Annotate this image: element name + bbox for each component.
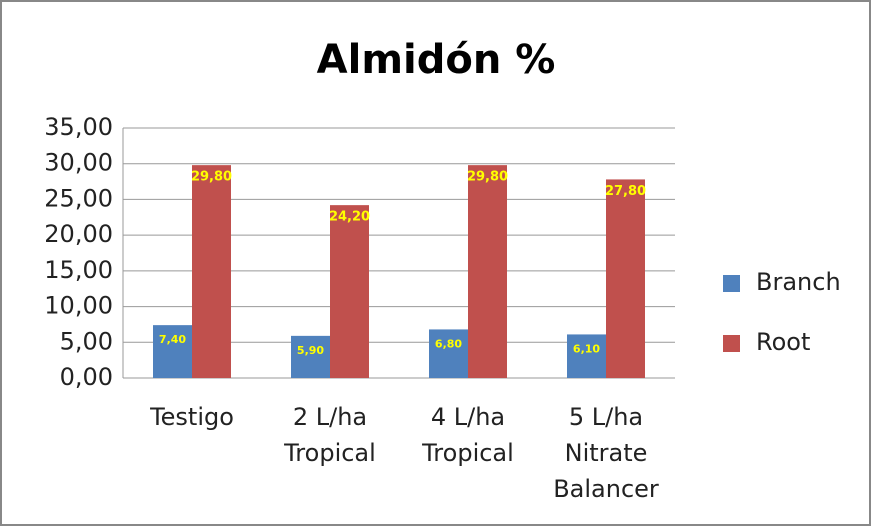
y-tick-label: 20,00 xyxy=(44,220,113,248)
x-tick-label: Tropical xyxy=(421,439,514,467)
legend-label: Branch xyxy=(756,268,841,296)
data-label: 27,80 xyxy=(605,184,646,199)
data-label: 6,10 xyxy=(573,342,600,355)
x-tick-label: Nitrate xyxy=(565,439,648,467)
x-tick-label: Testigo xyxy=(149,403,234,431)
data-label: 6,80 xyxy=(435,337,462,350)
bar xyxy=(291,335,330,378)
x-tick-label: 4 L/ha xyxy=(431,403,505,431)
legend-swatch xyxy=(723,335,740,352)
bar xyxy=(192,165,231,378)
x-tick-label: 2 L/ha xyxy=(293,403,367,431)
data-label: 5,90 xyxy=(297,344,324,357)
bar xyxy=(429,329,468,378)
y-tick-label: 0,00 xyxy=(60,363,113,391)
x-tick-label: 5 L/ha xyxy=(569,403,643,431)
data-label: 7,40 xyxy=(159,333,186,346)
data-label: 29,80 xyxy=(191,170,232,185)
y-tick-label: 5,00 xyxy=(60,327,113,355)
bar xyxy=(153,325,192,378)
data-label: 24,20 xyxy=(329,210,370,225)
bar xyxy=(330,205,369,378)
x-tick-label: Balancer xyxy=(553,475,659,503)
data-label: 29,80 xyxy=(467,170,508,185)
bar xyxy=(567,334,606,378)
y-tick-label: 10,00 xyxy=(44,292,113,320)
bar xyxy=(468,165,507,378)
y-tick-label: 15,00 xyxy=(44,256,113,284)
legend-swatch xyxy=(723,275,740,292)
y-tick-label: 35,00 xyxy=(44,113,113,141)
chart-title: Almidón % xyxy=(317,37,556,83)
y-tick-label: 25,00 xyxy=(44,184,113,212)
legend-label: Root xyxy=(756,328,810,356)
x-tick-label: Tropical xyxy=(283,439,376,467)
bar xyxy=(606,179,645,378)
y-tick-label: 30,00 xyxy=(44,149,113,177)
